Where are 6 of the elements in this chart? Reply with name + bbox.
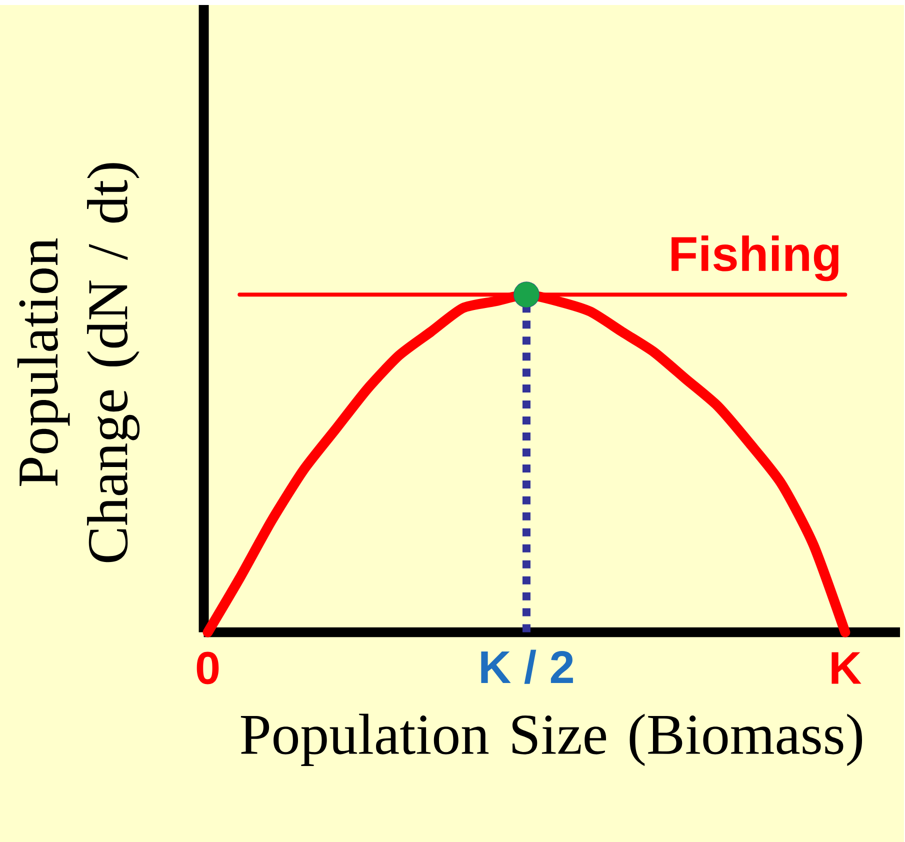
series-label: Fishing xyxy=(672,235,838,282)
x-tick-label: 0 xyxy=(196,652,219,684)
x-tick-label: K / 2 xyxy=(481,650,573,684)
y-axis-title: Population Change (dN / dt) xyxy=(17,163,140,562)
x-tick-label: K xyxy=(832,652,862,684)
x-axis-title: Population Size (Biomass) xyxy=(240,714,862,766)
